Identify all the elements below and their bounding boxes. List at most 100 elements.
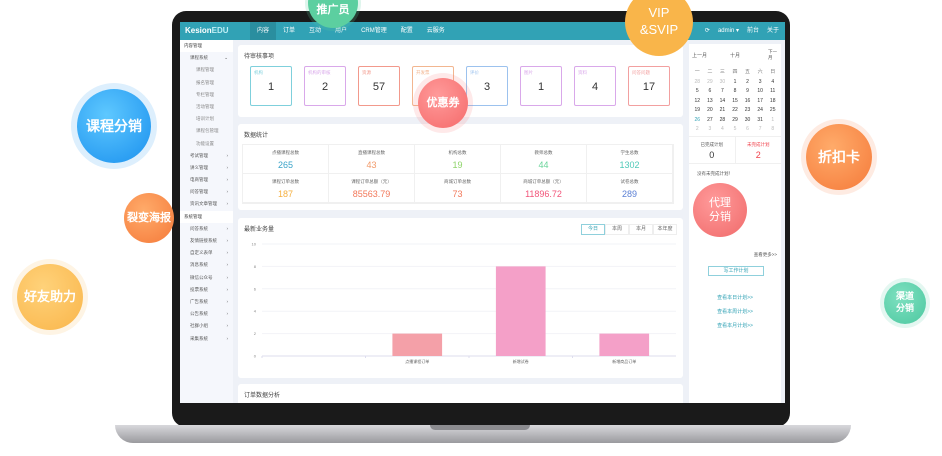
calendar-day[interactable]: 1 bbox=[733, 78, 737, 85]
sidebar-item[interactable]: 课程包管理 bbox=[180, 125, 233, 137]
sidebar-item[interactable]: 课程管理 bbox=[180, 64, 233, 76]
pending-tile[interactable]: 资源 57 bbox=[358, 66, 400, 106]
calendar-day[interactable]: 19 bbox=[694, 107, 701, 113]
calendar-day[interactable]: 2 bbox=[695, 126, 699, 132]
calendar-day[interactable]: 11 bbox=[770, 88, 776, 94]
next-month-button[interactable]: 下一月 bbox=[768, 49, 777, 60]
calendar-day[interactable]: 30 bbox=[719, 78, 726, 85]
period-tab[interactable]: 今日 bbox=[581, 224, 605, 235]
calendar-day[interactable]: 29 bbox=[707, 78, 713, 85]
logo[interactable]: KesionEDU bbox=[185, 26, 229, 35]
sidebar-item[interactable]: 友情链接系统 › bbox=[180, 235, 233, 247]
front-link[interactable]: 前台 bbox=[746, 28, 759, 34]
calendar-day[interactable]: 16 bbox=[744, 97, 751, 104]
period-tab[interactable]: 本周 bbox=[605, 224, 629, 235]
nav-item[interactable]: 内容 bbox=[250, 22, 277, 40]
bar[interactable] bbox=[599, 333, 650, 356]
nav-item[interactable]: 互动 bbox=[309, 28, 322, 34]
bar[interactable] bbox=[495, 266, 546, 356]
calendar-day[interactable]: 4 bbox=[721, 126, 724, 132]
sidebar-item[interactable]: 培训计划 bbox=[180, 113, 233, 125]
calendar-day[interactable]: 8 bbox=[733, 88, 737, 94]
sidebar-item[interactable]: 采集系统 › bbox=[180, 333, 233, 345]
calendar-day[interactable]: 5 bbox=[733, 126, 737, 132]
about-link[interactable]: 关于 bbox=[766, 28, 779, 34]
calendar-day[interactable]: 29 bbox=[732, 116, 738, 123]
calendar-day[interactable]: 12 bbox=[694, 97, 701, 104]
pending-tile[interactable]: 问答问题 17 bbox=[628, 66, 670, 106]
sidebar-item[interactable]: 系统管理 bbox=[180, 210, 233, 223]
sidebar-item[interactable]: 专栏管理 bbox=[180, 89, 233, 101]
pending-tile[interactable]: 评价 3 bbox=[466, 66, 508, 106]
calendar-day[interactable]: 5 bbox=[695, 88, 699, 94]
calendar-day[interactable]: 4 bbox=[771, 78, 775, 85]
calendar-day[interactable]: 14 bbox=[719, 97, 726, 104]
calendar-day[interactable]: 21 bbox=[719, 107, 726, 113]
calendar-day[interactable]: 23 bbox=[744, 107, 751, 113]
pending-tile[interactable]: 机构 1 bbox=[250, 66, 292, 106]
calendar-day[interactable]: 1 bbox=[771, 116, 775, 123]
calendar-day[interactable]: 15 bbox=[732, 97, 738, 104]
pending-tile[interactable]: 图片 1 bbox=[520, 66, 562, 106]
sidebar-item[interactable]: 资讯文章管理 › bbox=[180, 198, 233, 210]
pending-tile[interactable]: 机构的审核 2 bbox=[304, 66, 346, 106]
calendar-day[interactable]: 30 bbox=[744, 116, 751, 123]
calendar-day[interactable]: 28 bbox=[719, 116, 726, 123]
nav-item[interactable]: 云服务 bbox=[426, 28, 445, 34]
sidebar-item[interactable]: 问答管理 › bbox=[180, 186, 233, 198]
nav-item[interactable]: 用户 bbox=[335, 28, 348, 34]
sidebar-item[interactable]: 广告系统 › bbox=[180, 296, 233, 308]
view-more-link[interactable]: 查看更多>> bbox=[753, 252, 777, 257]
bar[interactable] bbox=[392, 333, 443, 356]
calendar-day[interactable]: 7 bbox=[758, 126, 762, 132]
pending-tile[interactable]: 资料 4 bbox=[574, 66, 616, 106]
calendar-day[interactable]: 3 bbox=[758, 78, 762, 85]
sidebar-item[interactable]: 讲义管理 › bbox=[180, 162, 233, 174]
sidebar-item[interactable]: 内容管理 bbox=[180, 40, 233, 53]
calendar-day[interactable]: 9 bbox=[746, 88, 749, 94]
sidebar-item[interactable]: 自定义表单 › bbox=[180, 247, 233, 259]
calendar-day[interactable]: 24 bbox=[757, 107, 763, 113]
nav-item[interactable]: 订单 bbox=[283, 28, 296, 34]
sidebar-item[interactable]: 活动管理 bbox=[180, 101, 233, 113]
calendar-day[interactable]: 8 bbox=[771, 126, 775, 132]
view-month-plans-link[interactable]: 查看本月计划>> bbox=[717, 323, 753, 329]
sidebar-item[interactable]: 公告系统 › bbox=[180, 308, 233, 320]
sidebar-item[interactable]: 功能设置 bbox=[180, 138, 233, 150]
calendar-day[interactable]: 20 bbox=[707, 107, 713, 113]
period-tab[interactable]: 本年度 bbox=[653, 224, 677, 235]
sidebar-item[interactable]: 微信公众号 › bbox=[180, 272, 233, 284]
sidebar-item[interactable]: 问答系统 › bbox=[180, 223, 233, 235]
calendar-day[interactable]: 7 bbox=[721, 88, 724, 94]
calendar-day[interactable]: 28 bbox=[694, 78, 701, 85]
calendar-day[interactable]: 25 bbox=[769, 107, 776, 113]
calendar-day[interactable]: 6 bbox=[746, 126, 749, 132]
prev-month-button[interactable]: 上一月 bbox=[692, 53, 708, 59]
calendar-day[interactable]: 26 bbox=[694, 116, 701, 123]
sidebar-item[interactable]: 电商管理 › bbox=[180, 174, 233, 186]
sidebar-item[interactable]: 消息系统 › bbox=[180, 259, 233, 271]
calendar-day[interactable]: 17 bbox=[757, 97, 763, 104]
calendar-day[interactable]: 18 bbox=[769, 97, 776, 104]
nav-item[interactable]: 配置 bbox=[400, 28, 413, 34]
calendar-day[interactable]: 6 bbox=[708, 88, 712, 94]
calendar-day[interactable]: 10 bbox=[757, 88, 763, 94]
nav-item[interactable]: CRM管理 bbox=[361, 28, 387, 34]
view-day-plans-link[interactable]: 查看本日计划>> bbox=[717, 295, 753, 301]
sidebar-item[interactable]: 投票系统 › bbox=[180, 284, 233, 296]
calendar-day[interactable]: 27 bbox=[707, 116, 713, 123]
calendar-day[interactable]: 13 bbox=[707, 97, 713, 104]
write-plan-button[interactable]: 写工作计划 bbox=[708, 266, 764, 276]
calendar-day[interactable]: 31 bbox=[757, 116, 763, 123]
view-week-plans-link[interactable]: 查看本周计划>> bbox=[717, 309, 753, 315]
calendar-day[interactable]: 3 bbox=[708, 126, 712, 132]
sidebar-item[interactable]: 社群小组 › bbox=[180, 320, 233, 332]
refresh-icon[interactable]: ⟳ bbox=[704, 28, 710, 34]
calendar-day[interactable]: 22 bbox=[732, 107, 738, 113]
sidebar-item[interactable]: 报名管理 bbox=[180, 77, 233, 89]
calendar-day[interactable]: 2 bbox=[746, 78, 749, 85]
sidebar-item[interactable]: 课程系统 ⌄ bbox=[180, 52, 233, 64]
sidebar-item[interactable]: 考试管理 › bbox=[180, 150, 233, 162]
user-menu[interactable]: admin ▾ bbox=[717, 28, 739, 34]
period-tab[interactable]: 本月 bbox=[629, 224, 653, 235]
